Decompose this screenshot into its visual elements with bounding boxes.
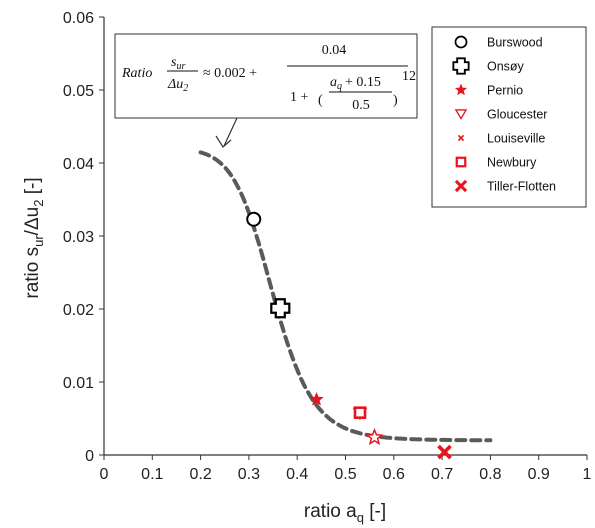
legend-marker-tiller-flotten: [454, 179, 468, 193]
equation-inner-num: aq + 0.15: [330, 75, 381, 92]
x-tick-label: 0.3: [238, 466, 260, 483]
legend-label-pernio: Pernio: [487, 84, 523, 98]
axes: [99, 16, 588, 460]
y-tick-label: 0.06: [63, 10, 94, 27]
legend-marker-pernio: [454, 83, 468, 96]
y-tick-label: 0.05: [63, 83, 94, 100]
x-tick-label: 0.2: [189, 466, 211, 483]
equation-frac-den: Δu2: [167, 77, 188, 94]
x-axis-title-unit: [-]: [364, 501, 386, 522]
x-tick-label: 0.1: [141, 466, 163, 483]
point-tiller-flotten: [437, 444, 452, 460]
equation-inner-den: 0.5: [352, 98, 370, 113]
legend-marker-newbury: [455, 156, 467, 168]
x-tick-label: 0: [100, 466, 109, 483]
x-tick-label: 0.7: [431, 466, 453, 483]
equation-den-lead: 1 +: [290, 90, 309, 105]
fit-curve: [198, 150, 493, 443]
equation-paren-close: ): [393, 93, 398, 108]
y-tick-label: 0.01: [63, 375, 94, 392]
legend-label-ons-y: Onsøy: [487, 60, 525, 74]
equation-approx: ≈ 0.002 +: [203, 66, 257, 81]
legend-marker-ons-y: [452, 57, 470, 75]
y-tick-label: 0.03: [63, 229, 94, 246]
data-points: [246, 211, 452, 460]
legend-label-burswood: Burswood: [487, 36, 543, 50]
y-axis-title: ratio sur/Δu2 [-]: [22, 177, 46, 298]
equation-big-num: 0.04: [322, 43, 347, 58]
x-axis-title-sub: q: [357, 510, 364, 525]
legend-label-louiseville: Louiseville: [487, 132, 545, 146]
point-burswood: [246, 211, 262, 227]
equation-frame: [114, 33, 418, 119]
point-ons-y: [270, 298, 291, 319]
y-tick-label: 0.02: [63, 302, 94, 319]
equation-frac-num: sur: [171, 55, 185, 72]
equation-prefix: Ratio: [121, 66, 152, 81]
legend-marker-louiseville: [457, 134, 465, 142]
fit-curve-line: [198, 150, 493, 443]
x-tick-label: 1: [583, 466, 592, 483]
equation-exponent: 12: [402, 69, 416, 84]
equation-paren-open: (: [318, 93, 323, 108]
x-tick-label: 0.6: [383, 466, 405, 483]
legend-label-tiller-flotten: Tiller-Flotten: [487, 180, 556, 194]
x-tick-label: 0.9: [528, 466, 550, 483]
y-tick-label: 0.04: [63, 156, 94, 173]
y-axis-title-unit: [-]: [22, 177, 43, 199]
equation-pointer-arrow: [215, 117, 238, 148]
legend-marker-gloucester: [454, 109, 468, 120]
x-tick-label: 0.5: [334, 466, 356, 483]
point-pernio: [309, 391, 324, 406]
x-tick-label: 0.8: [479, 466, 501, 483]
point-louiseville: [365, 427, 384, 446]
y-tick-label: 0: [85, 448, 94, 465]
x-axis-title: ratio aq [-]: [304, 501, 386, 525]
equation-box: Ratio sur Δu2 ≈ 0.002 + 0.04 1 + ( aq + 0…: [114, 33, 418, 148]
tick-labels: 0 0.1 0.2 0.3 0.4 0.5 0.6 0.7 0.8 0.9 1 0 0.01 0.02 0.…: [63, 10, 592, 483]
legend-items: Burswood Onsøy Pernio Gloucester Louiseville…: [452, 35, 556, 194]
legend-marker-burswood: [454, 35, 468, 49]
y-axis-title-mid: /Δu: [22, 207, 43, 236]
x-tick-label: 0.4: [286, 466, 308, 483]
legend-frame: [431, 26, 587, 208]
legend-label-gloucester: Gloucester: [487, 108, 547, 122]
legend-label-newbury: Newbury: [487, 156, 537, 170]
point-newbury: [353, 406, 367, 419]
y-axis-title-sub1: ur: [31, 235, 46, 247]
y-axis-title-sub2: 2: [31, 200, 46, 207]
legend: Burswood Onsøy Pernio Gloucester Louiseville…: [431, 26, 587, 208]
